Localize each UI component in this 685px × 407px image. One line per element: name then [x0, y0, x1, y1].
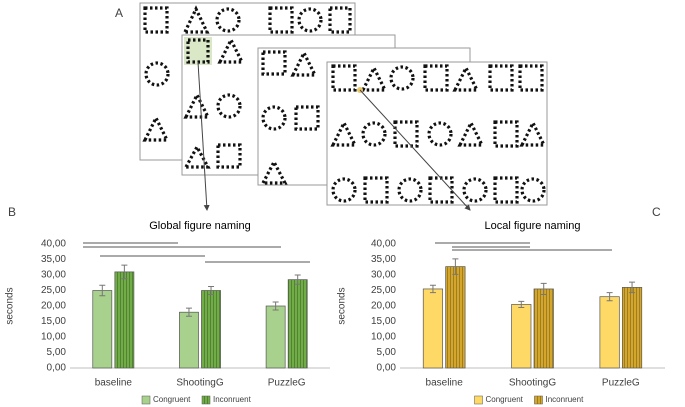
- legend-swatch: [474, 395, 483, 405]
- y-tick-label: 35,00: [41, 254, 66, 265]
- y-axis-label: seconds: [337, 287, 348, 324]
- x-tick-label: baseline: [95, 378, 133, 389]
- error-bar: [452, 258, 459, 275]
- bar: [265, 305, 286, 369]
- legend-label: Inconruent: [546, 395, 585, 404]
- bar: [92, 290, 113, 369]
- legend-label: Congruent: [153, 395, 191, 404]
- y-tick-label: 5,00: [377, 347, 397, 358]
- error-bar: [518, 300, 525, 309]
- bar: [445, 266, 466, 369]
- bar: [422, 288, 444, 369]
- y-tick-label: 30,00: [41, 270, 66, 281]
- panel-label: C: [652, 205, 661, 219]
- error-bar: [540, 282, 547, 296]
- y-tick-label: 0,00: [47, 363, 67, 374]
- x-tick-label: baseline: [426, 378, 464, 389]
- legend-label: Inconruent: [213, 395, 252, 404]
- x-tick-label: PuzzleG: [602, 378, 640, 389]
- y-axis-label: seconds: [5, 287, 16, 324]
- x-tick-label: ShootingG: [509, 378, 556, 389]
- y-tick-label: 40,00: [41, 239, 66, 250]
- y-tick-label: 0,00: [377, 363, 397, 374]
- legend-swatch: [534, 395, 543, 405]
- significance-lines: [83, 242, 612, 263]
- error-bar: [208, 285, 215, 296]
- chart-title: Global figure naming: [149, 220, 251, 232]
- y-tick-label: 5,00: [47, 347, 67, 358]
- y-tick-label: 20,00: [41, 301, 66, 312]
- stimuli-diagram: [139, 2, 548, 211]
- y-tick-label: 30,00: [371, 270, 396, 281]
- y-tick-label: 10,00: [371, 332, 396, 343]
- bar: [511, 304, 532, 369]
- y-tick-label: 10,00: [41, 332, 66, 343]
- y-tick-label: 25,00: [371, 285, 396, 296]
- panel-label: B: [8, 205, 16, 219]
- legend-swatch: [141, 395, 151, 405]
- y-tick-label: 20,00: [371, 301, 396, 312]
- error-bar: [185, 307, 192, 317]
- bar: [114, 271, 135, 369]
- x-tick-label: ShootingG: [176, 378, 223, 389]
- panel-label: A: [115, 6, 123, 20]
- bar: [201, 290, 221, 369]
- error-bar: [606, 292, 613, 302]
- error-bar: [121, 264, 128, 280]
- error-bar: [629, 281, 636, 294]
- error-bar: [294, 274, 301, 285]
- y-tick-label: 35,00: [371, 254, 396, 265]
- error-bar: [272, 301, 279, 311]
- y-tick-label: 25,00: [41, 285, 66, 296]
- error-bar: [99, 284, 106, 297]
- error-bar: [429, 284, 436, 294]
- bar: [599, 296, 620, 369]
- bar: [621, 287, 643, 369]
- chart-title: Local figure naming: [484, 220, 580, 232]
- y-tick-label: 15,00: [41, 316, 66, 327]
- x-tick-label: PuzzleG: [268, 378, 306, 389]
- y-tick-label: 15,00: [371, 316, 396, 327]
- bar: [287, 279, 308, 369]
- legend-label: Congruent: [486, 395, 524, 404]
- legend-swatch: [201, 395, 211, 405]
- y-tick-label: 40,00: [371, 239, 396, 250]
- bar: [533, 288, 554, 369]
- bar: [179, 311, 199, 369]
